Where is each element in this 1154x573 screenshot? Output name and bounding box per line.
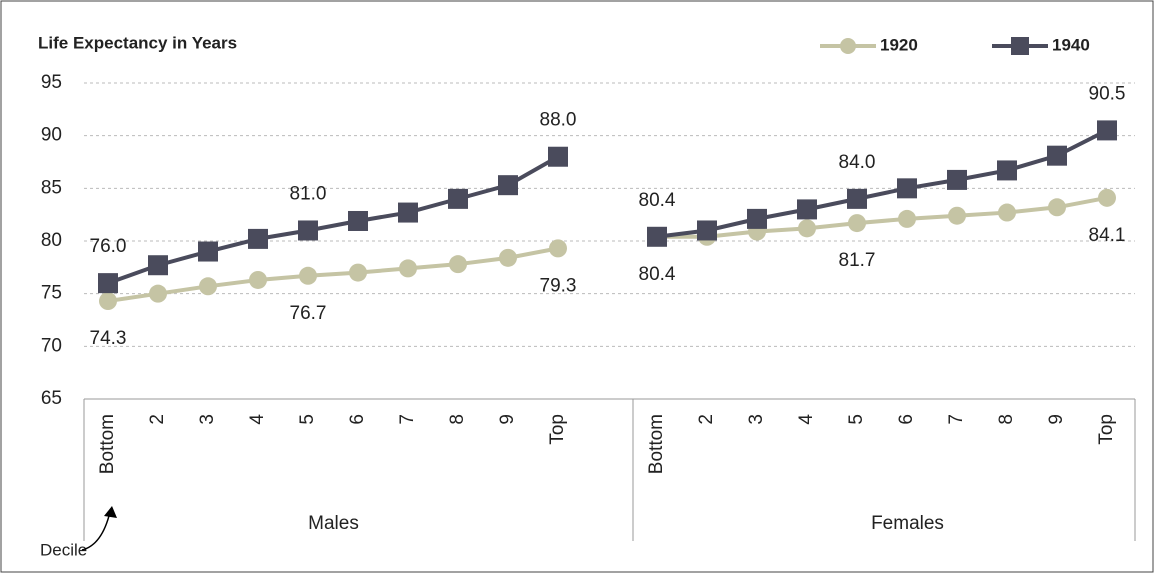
data-label: 74.3 bbox=[90, 328, 127, 349]
marker bbox=[998, 203, 1016, 222]
x-tick-label: Bottom bbox=[97, 414, 118, 474]
legend-marker bbox=[840, 38, 856, 54]
x-tick-label: Bottom bbox=[646, 414, 667, 474]
x-tick-label: 2 bbox=[696, 414, 717, 425]
marker bbox=[499, 248, 517, 267]
marker bbox=[747, 208, 767, 229]
x-tick-label: 9 bbox=[497, 414, 518, 425]
y-tick-label: 85 bbox=[41, 177, 62, 198]
data-label: 76.0 bbox=[90, 236, 127, 257]
legend-label: 1940 bbox=[1052, 35, 1090, 54]
x-tick-label: 8 bbox=[447, 414, 468, 425]
data-label: 76.7 bbox=[290, 303, 327, 324]
marker bbox=[1098, 188, 1116, 207]
annotation-arrow bbox=[81, 511, 111, 551]
marker bbox=[299, 266, 317, 285]
x-tick-label: 6 bbox=[896, 414, 917, 425]
x-tick-label: 7 bbox=[397, 414, 418, 425]
series-line bbox=[107, 246, 559, 304]
marker bbox=[249, 270, 267, 289]
y-tick-label: 70 bbox=[41, 335, 62, 356]
x-tick-label: 5 bbox=[297, 414, 318, 425]
marker bbox=[1097, 120, 1117, 141]
data-label: 88.0 bbox=[540, 110, 577, 131]
group-label: Males bbox=[308, 513, 359, 534]
x-tick-label: 7 bbox=[946, 414, 967, 425]
y-tick-label: 75 bbox=[41, 283, 62, 304]
annotation: Decile bbox=[40, 540, 87, 559]
y-tick-label: 80 bbox=[41, 230, 62, 251]
series-line bbox=[657, 195, 1108, 239]
marker bbox=[399, 259, 417, 278]
x-tick-label: 9 bbox=[1046, 414, 1067, 425]
marker bbox=[98, 273, 118, 294]
marker bbox=[298, 220, 318, 241]
marker bbox=[498, 175, 518, 196]
marker bbox=[997, 160, 1017, 181]
marker bbox=[448, 188, 468, 209]
marker bbox=[647, 226, 667, 247]
marker bbox=[148, 255, 168, 276]
annotation-arrowhead bbox=[104, 506, 117, 518]
marker bbox=[549, 239, 567, 258]
x-tick-label: 3 bbox=[197, 414, 218, 425]
x-tick-label: 6 bbox=[347, 414, 368, 425]
marker bbox=[948, 206, 966, 225]
x-tick-label: Top bbox=[1096, 414, 1117, 445]
marker bbox=[349, 263, 367, 282]
marker bbox=[99, 292, 117, 311]
marker bbox=[449, 255, 467, 274]
marker bbox=[149, 284, 167, 303]
marker bbox=[1048, 198, 1066, 217]
data-label: 84.1 bbox=[1089, 225, 1126, 246]
marker bbox=[697, 220, 717, 241]
marker bbox=[947, 169, 967, 190]
y-tick-label: 95 bbox=[41, 72, 62, 93]
series-line bbox=[656, 128, 1108, 239]
x-tick-label: 2 bbox=[147, 414, 168, 425]
data-label: 81.7 bbox=[839, 250, 876, 271]
marker bbox=[1047, 145, 1067, 166]
legend-label: 1920 bbox=[880, 35, 918, 54]
marker bbox=[898, 209, 916, 228]
marker bbox=[548, 146, 568, 167]
data-label: 84.0 bbox=[839, 152, 876, 173]
series-line bbox=[107, 154, 559, 286]
data-label: 79.3 bbox=[540, 275, 577, 296]
x-tick-label: Top bbox=[547, 414, 568, 445]
data-label: 80.4 bbox=[639, 190, 676, 211]
legend-marker bbox=[1011, 37, 1029, 55]
x-tick-label: 5 bbox=[846, 414, 867, 425]
y-tick-label: 90 bbox=[41, 125, 62, 146]
y-tick-label: 65 bbox=[41, 388, 62, 409]
x-tick-label: 8 bbox=[996, 414, 1017, 425]
marker bbox=[847, 188, 867, 209]
x-tick-label: 4 bbox=[796, 414, 817, 425]
marker bbox=[897, 178, 917, 199]
marker bbox=[798, 219, 816, 238]
marker bbox=[398, 202, 418, 223]
marker bbox=[198, 241, 218, 262]
x-tick-label: 4 bbox=[247, 414, 268, 425]
chart-title: Life Expectancy in Years bbox=[38, 33, 237, 52]
marker bbox=[797, 199, 817, 220]
group-label: Females bbox=[871, 513, 944, 534]
data-label: 81.0 bbox=[290, 183, 327, 204]
data-label: 90.5 bbox=[1089, 83, 1126, 104]
data-label: 80.4 bbox=[639, 264, 676, 285]
marker bbox=[199, 277, 217, 296]
marker bbox=[248, 228, 268, 249]
marker bbox=[348, 210, 368, 231]
x-tick-label: 3 bbox=[746, 414, 767, 425]
marker bbox=[848, 214, 866, 233]
